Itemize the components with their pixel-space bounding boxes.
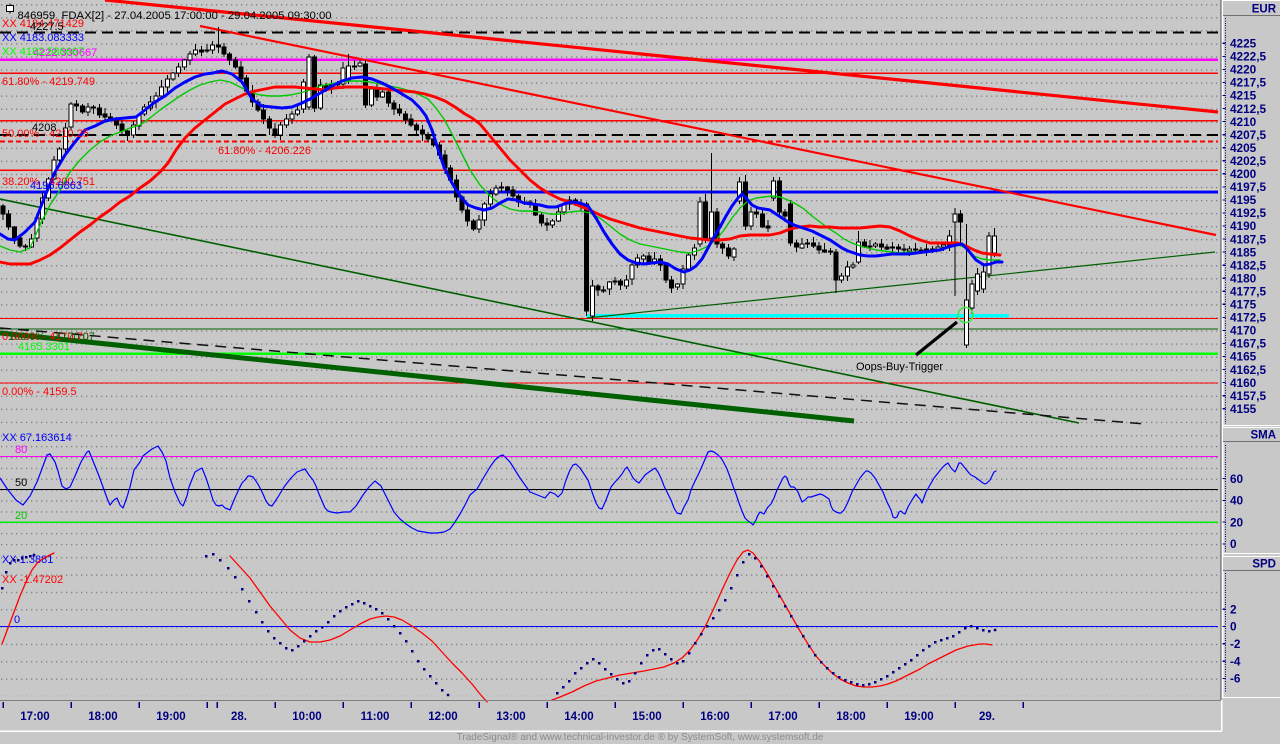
- svg-text:38.20% - 4200.751: 38.20% - 4200.751: [2, 176, 95, 188]
- svg-text:4177,5: 4177,5: [1230, 284, 1267, 298]
- svg-text:17:00: 17:00: [768, 711, 797, 723]
- svg-text:0: 0: [1230, 620, 1237, 634]
- svg-text:4212,5: 4212,5: [1230, 102, 1267, 116]
- svg-text:4217,5: 4217,5: [1230, 76, 1267, 90]
- svg-text:4227.5: 4227.5: [30, 21, 64, 33]
- svg-text:18:00: 18:00: [836, 711, 865, 723]
- svg-text:12:00: 12:00: [428, 711, 457, 723]
- svg-text:4187,5: 4187,5: [1230, 232, 1267, 246]
- svg-text:846959 FDAX[2] - 27.04.2005 1: 846959 FDAX[2] - 27.04.2005 17:00:00 - 2…: [18, 10, 332, 22]
- svg-text:4190: 4190: [1230, 219, 1257, 233]
- svg-text:EUR: EUR: [1252, 4, 1277, 16]
- svg-text:10:00: 10:00: [292, 711, 321, 723]
- svg-text:SMA: SMA: [1250, 430, 1276, 442]
- svg-text:17:00: 17:00: [20, 711, 49, 723]
- svg-text:4222.330667: 4222.330667: [33, 47, 97, 59]
- svg-text:4197,5: 4197,5: [1230, 180, 1267, 194]
- svg-text:Oops-Buy-Trigger: Oops-Buy-Trigger: [856, 361, 943, 373]
- svg-text:4196.6863: 4196.6863: [30, 180, 82, 192]
- svg-text:4208: 4208: [32, 122, 56, 134]
- svg-text:SPD: SPD: [1252, 559, 1276, 571]
- svg-text:4182,5: 4182,5: [1230, 258, 1267, 272]
- svg-text:XX 4184.471429: XX 4184.471429: [2, 18, 84, 30]
- svg-text:13:00: 13:00: [496, 711, 525, 723]
- svg-text:15:00: 15:00: [632, 711, 661, 723]
- svg-text:4165: 4165: [1230, 350, 1257, 364]
- svg-text:-2: -2: [1230, 637, 1241, 651]
- svg-text:4222,5: 4222,5: [1230, 50, 1267, 64]
- svg-text:100.0% - 4170.07: 100.0% - 4170.07: [8, 331, 95, 343]
- svg-text:60: 60: [1230, 472, 1244, 486]
- svg-text:4195: 4195: [1230, 193, 1257, 207]
- svg-text:4180: 4180: [1230, 271, 1257, 285]
- svg-text:XX 1.3881: XX 1.3881: [2, 554, 53, 566]
- svg-text:4172,5: 4172,5: [1230, 311, 1267, 325]
- svg-text:-6: -6: [1230, 672, 1241, 686]
- svg-text:TradeSignal® and www.technical: TradeSignal® and www.technical-investor.…: [457, 732, 824, 743]
- svg-text:XX 4183.083333: XX 4183.083333: [2, 32, 84, 44]
- svg-text:XX -1.47202: XX -1.47202: [2, 574, 63, 586]
- svg-text:0: 0: [14, 614, 20, 626]
- svg-text:28.: 28.: [231, 711, 247, 723]
- svg-text:4155: 4155: [1230, 402, 1257, 416]
- svg-text:4162,5: 4162,5: [1230, 363, 1267, 377]
- svg-text:4200: 4200: [1230, 167, 1257, 181]
- svg-text:14:00: 14:00: [564, 711, 593, 723]
- svg-text:11:00: 11:00: [361, 711, 390, 723]
- svg-text:20: 20: [1230, 515, 1244, 529]
- svg-text:4165.3301: 4165.3301: [18, 341, 70, 353]
- svg-text:4220: 4220: [1230, 63, 1257, 77]
- svg-text:XX 67.163614: XX 67.163614: [2, 432, 72, 444]
- svg-text:20: 20: [15, 510, 27, 522]
- svg-text:4192,5: 4192,5: [1230, 206, 1267, 220]
- svg-text:19:00: 19:00: [904, 711, 933, 723]
- svg-text:4160: 4160: [1230, 376, 1257, 390]
- svg-text:4215: 4215: [1230, 89, 1257, 103]
- svg-text:4185: 4185: [1230, 245, 1257, 259]
- svg-text:50: 50: [15, 477, 27, 489]
- svg-text:61.80% - 4219.749: 61.80% - 4219.749: [2, 76, 95, 88]
- svg-text:0.00% - 4159.5: 0.00% - 4159.5: [2, 386, 77, 398]
- svg-text:4225: 4225: [1230, 37, 1257, 51]
- svg-text:-4: -4: [1230, 654, 1241, 668]
- svg-text:80: 80: [15, 444, 27, 456]
- svg-text:4167,5: 4167,5: [1230, 337, 1267, 351]
- svg-text:4210: 4210: [1230, 115, 1257, 129]
- svg-text:18:00: 18:00: [88, 711, 117, 723]
- svg-text:29.: 29.: [979, 711, 995, 723]
- svg-text:4157,5: 4157,5: [1230, 389, 1267, 403]
- svg-text:XX 4182.586667: XX 4182.586667: [2, 46, 84, 58]
- svg-text:61.80% - 4206.226: 61.80% - 4206.226: [218, 145, 311, 157]
- svg-text:4202,5: 4202,5: [1230, 154, 1267, 168]
- svg-text:4175: 4175: [1230, 298, 1257, 312]
- svg-text:4207,5: 4207,5: [1230, 128, 1267, 142]
- svg-text:2: 2: [1230, 602, 1237, 616]
- svg-text:50.00% - 4210.25: 50.00% - 4210.25: [2, 128, 89, 140]
- svg-text:19:00: 19:00: [156, 711, 185, 723]
- svg-text:16:00: 16:00: [700, 711, 729, 723]
- svg-text:4170: 4170: [1230, 324, 1257, 338]
- svg-text:0.000% - 4170.70: 0.000% - 4170.70: [2, 331, 89, 343]
- svg-text:40: 40: [1230, 494, 1244, 508]
- svg-text:0: 0: [1230, 537, 1237, 551]
- svg-text:4205: 4205: [1230, 141, 1257, 155]
